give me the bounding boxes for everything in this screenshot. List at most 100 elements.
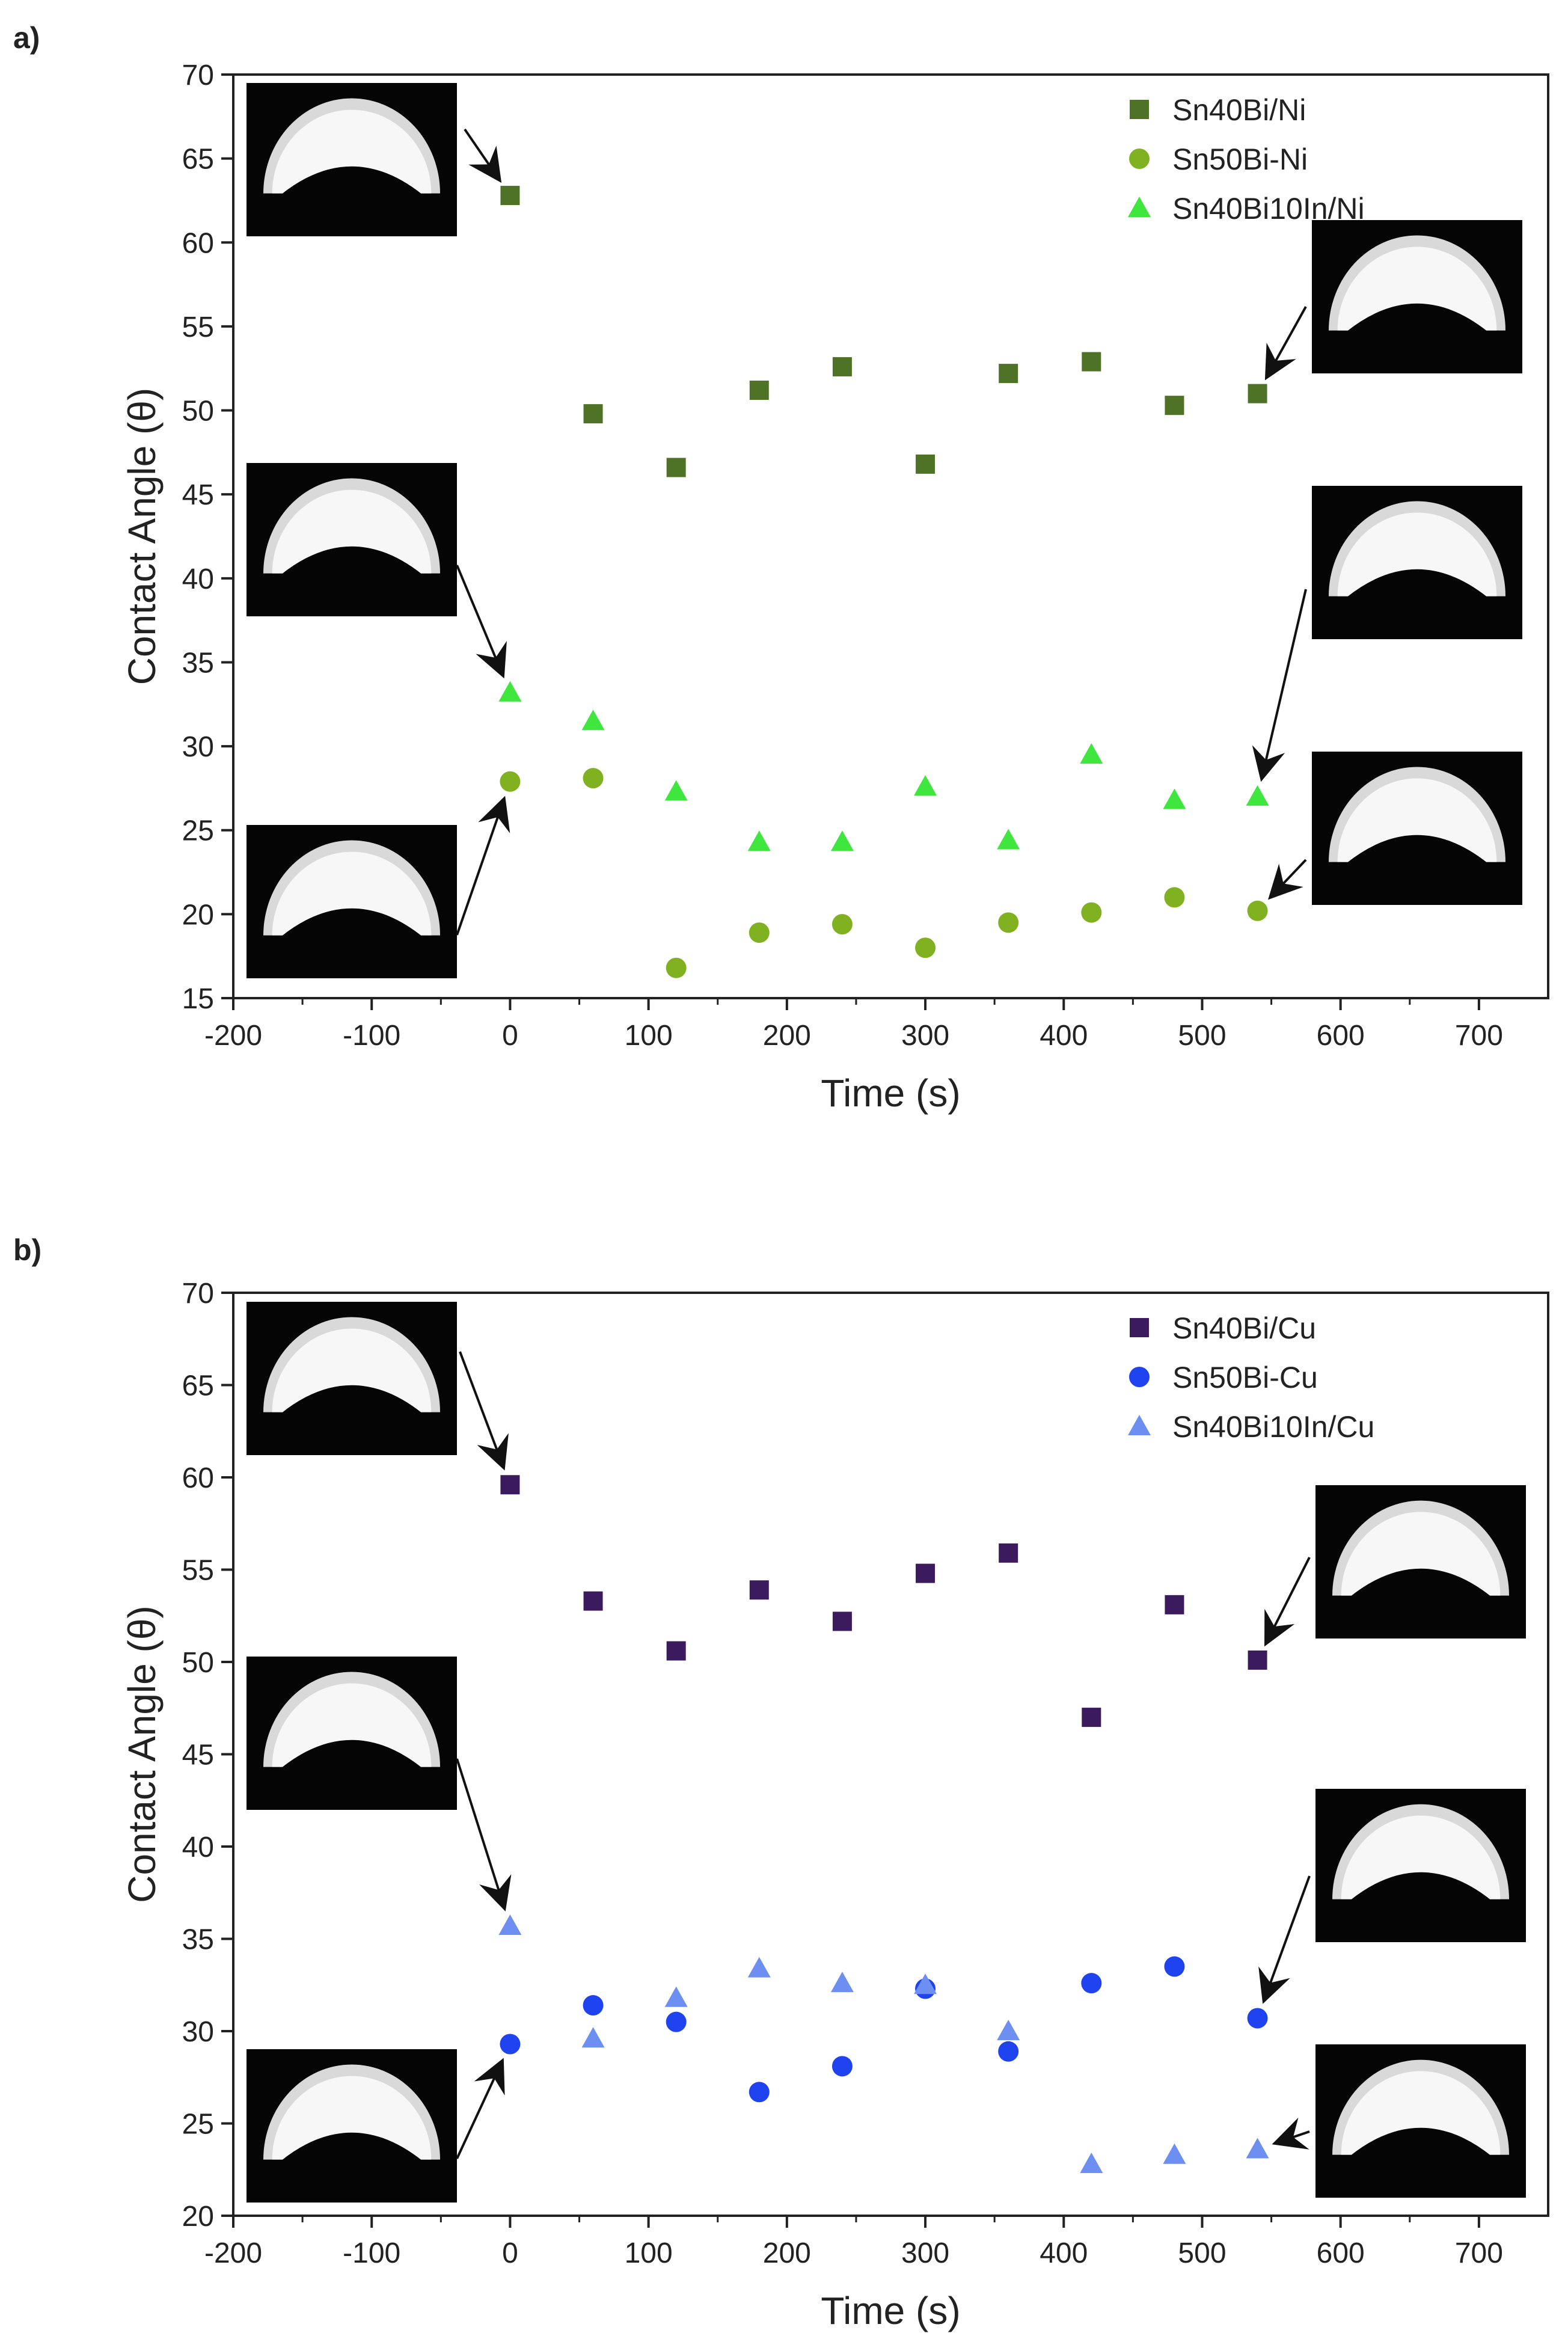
- x-tick-label: 400: [1040, 1020, 1088, 1052]
- droplet-inset-image: [1312, 220, 1522, 373]
- x-tick-label: 200: [763, 1020, 811, 1052]
- y-tick-label: 40: [182, 563, 214, 595]
- legend: Sn40Bi/Cu Sn50Bi-Cu Sn40Bi10In/Cu: [1128, 1311, 1374, 1444]
- y-tick-label: 30: [182, 2016, 214, 2048]
- substrate-shadow: [1315, 2127, 1526, 2198]
- y-tick-label: 20: [182, 899, 214, 931]
- data-point: [583, 404, 603, 424]
- droplet-inset-image: [1312, 752, 1522, 905]
- data-point: [1247, 900, 1268, 921]
- data-point: [500, 2034, 521, 2055]
- data-point: [1248, 384, 1267, 403]
- pointer-arrow: [1264, 1557, 1311, 1647]
- legend-marker: [1129, 1367, 1150, 1387]
- y-tick-label: 50: [182, 1647, 214, 1679]
- droplet-highlight: [272, 1328, 432, 1412]
- data-point: [1080, 743, 1103, 764]
- y-tick-label: 60: [182, 1462, 214, 1494]
- legend-label: Sn40Bi/Ni: [1172, 93, 1306, 127]
- x-tick-label: 600: [1317, 2237, 1365, 2269]
- legend-marker: [1129, 149, 1150, 169]
- data-point: [666, 458, 686, 477]
- pointer-arrow: [1264, 306, 1307, 381]
- droplet-highlight: [272, 851, 432, 936]
- data-point: [1080, 2153, 1103, 2174]
- x-tick-label: -100: [343, 2237, 400, 2269]
- data-point: [749, 381, 769, 400]
- data-point: [1246, 785, 1269, 806]
- pointer-arrow: [456, 796, 510, 936]
- x-tick-label: 0: [502, 1020, 518, 1052]
- y-tick-label: 65: [182, 144, 214, 176]
- chart-panel-b: b) -200 -100 0 100 200 300 400 500 600 700 20 25 30 35…: [13, 1233, 1549, 2332]
- data-point: [831, 914, 853, 935]
- data-point: [998, 912, 1019, 933]
- data-point: [498, 681, 522, 702]
- droplet-highlight: [1341, 1512, 1501, 1596]
- data-point: [1081, 902, 1102, 923]
- y-tick-label: 30: [182, 731, 214, 763]
- data-point: [583, 1995, 604, 2016]
- substrate-shadow: [247, 1740, 457, 1810]
- pointer-arrow: [456, 2058, 505, 2159]
- data-point: [666, 2011, 687, 2032]
- y-tick-label: 25: [182, 2109, 214, 2141]
- data-point: [1163, 788, 1186, 809]
- data-point: [581, 710, 605, 731]
- x-tick-label: 400: [1040, 2237, 1088, 2269]
- x-tick-label: -200: [204, 2237, 262, 2269]
- legend-marker: [1130, 1318, 1149, 1337]
- data-point: [914, 1973, 937, 1994]
- data-point: [583, 768, 604, 789]
- data-point: [997, 829, 1020, 850]
- y-tick-label: 35: [182, 647, 214, 679]
- series-1: [500, 186, 1267, 477]
- data-point: [1081, 1973, 1102, 1994]
- pointer-arrow: [1267, 859, 1307, 900]
- data-point: [500, 771, 521, 792]
- data-point: [666, 1641, 686, 1661]
- data-point: [583, 1591, 603, 1611]
- x-tick-label: 700: [1455, 2237, 1503, 2269]
- x-tick-label: 100: [625, 1020, 673, 1052]
- data-point: [998, 2041, 1019, 2062]
- substrate-shadow: [1312, 835, 1522, 905]
- data-point: [1164, 1956, 1185, 1977]
- legend-marker: [1130, 100, 1149, 119]
- y-axis-title: Contact Angle (θ): [120, 1605, 164, 1903]
- droplet-inset-image: [247, 1657, 457, 1810]
- x-tick-label: 600: [1317, 1020, 1365, 1052]
- data-point: [664, 780, 688, 801]
- plot-frame: [232, 73, 1549, 999]
- y-tick-label: 55: [182, 311, 214, 343]
- data-point: [1082, 1708, 1101, 1727]
- pointer-arrow: [456, 1758, 512, 1911]
- data-point: [1165, 396, 1184, 415]
- data-point: [749, 1580, 769, 1600]
- data-point: [500, 1475, 520, 1495]
- data-point: [916, 454, 936, 474]
- substrate-shadow: [1312, 569, 1522, 639]
- droplet-highlight: [272, 1683, 432, 1767]
- pointer-arrow: [1258, 1875, 1311, 2004]
- data-point: [997, 2020, 1020, 2040]
- data-point: [1247, 2008, 1268, 2029]
- x-tick-label: 200: [763, 2237, 811, 2269]
- x-tick-label: 300: [901, 1020, 949, 1052]
- data-point: [832, 357, 852, 376]
- droplet-highlight: [1337, 247, 1497, 331]
- series-3: [498, 1914, 1269, 2174]
- x-tick-label: 700: [1455, 1020, 1503, 1052]
- legend-label: Sn40Bi10In/Ni: [1172, 192, 1365, 225]
- y-tick-label: 45: [182, 1740, 214, 1771]
- data-point: [830, 1972, 854, 1993]
- x-axis-title: Time (s): [821, 2289, 960, 2332]
- y-tick-label: 60: [182, 227, 214, 259]
- droplet-inset-image: [247, 463, 457, 616]
- droplet-inset-image: [1315, 1485, 1526, 1639]
- x-tick-label: 500: [1178, 2237, 1226, 2269]
- substrate-shadow: [247, 908, 457, 978]
- data-point: [915, 937, 936, 958]
- chart-panel-a: a) -200 -100 0 100 200 300 400 500 600 700 15 20 25 30…: [13, 21, 1549, 1115]
- y-axis-title: Contact Angle (θ): [120, 388, 164, 685]
